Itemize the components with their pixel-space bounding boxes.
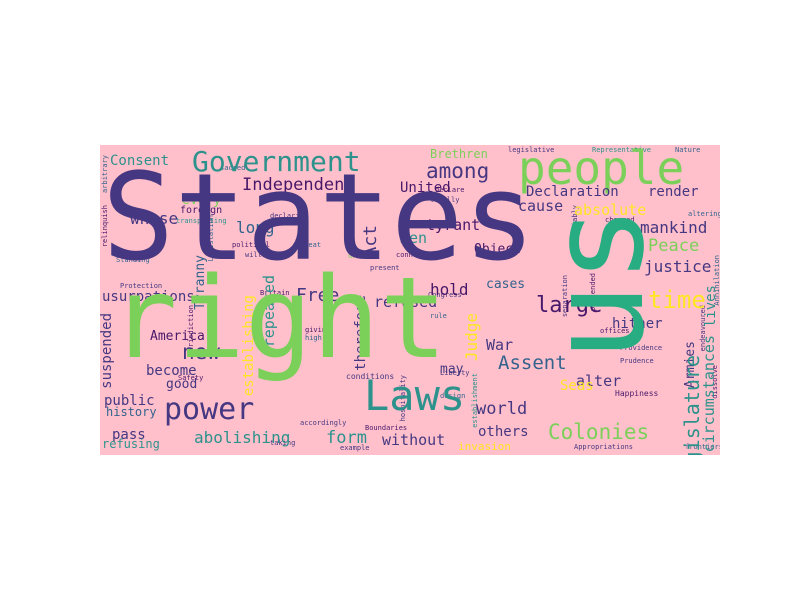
word-long: long — [236, 218, 275, 237]
word-legislature: Legislature — [680, 355, 704, 455]
word-united: United — [400, 180, 451, 196]
word-accordingly: accordingly — [300, 419, 347, 427]
word-liberty: Liberty — [440, 369, 470, 377]
word-happiness: Happiness — [615, 389, 659, 398]
word-prudence: Prudence — [620, 357, 654, 365]
word-refused: refused — [374, 293, 438, 311]
word-wreat: wreat — [300, 241, 322, 249]
word-safety: Safety — [178, 374, 204, 382]
word-independent: Independent — [242, 175, 355, 195]
word-will: will — [245, 251, 262, 259]
word-usurpations: usurpations — [102, 289, 195, 305]
word-world: world — [476, 399, 528, 419]
word-example: example — [340, 444, 370, 452]
word-power: power — [164, 392, 255, 427]
word-men: men — [400, 229, 428, 247]
word-rule: rule — [430, 312, 447, 320]
word-cases: cases — [486, 277, 526, 292]
word-abolishing: abolishing — [194, 428, 291, 447]
word-providence: Providence — [620, 344, 663, 352]
word-consent: Consent — [110, 153, 170, 169]
word-among: among — [426, 159, 490, 183]
word-cause: cause — [518, 197, 564, 215]
word-public: public — [104, 393, 155, 409]
word-good: good — [166, 377, 198, 392]
word-legislative: legislative — [508, 146, 555, 154]
word-foreign: foreign — [180, 205, 223, 216]
word-may: may — [440, 362, 464, 377]
word-hither: hither — [612, 316, 663, 332]
word-laws: Laws — [364, 371, 466, 420]
word-protection: Protection — [120, 282, 163, 290]
word-without: without — [382, 431, 446, 449]
word-us: us — [521, 205, 673, 362]
word-hold: hold — [430, 280, 469, 299]
word-giving: giving — [305, 326, 331, 334]
word-form: form — [326, 428, 367, 448]
word-absolute: absolute — [574, 201, 647, 219]
word-object: Object — [474, 242, 521, 257]
word-brethren: Brethren — [430, 147, 488, 161]
word-totally: totally — [430, 196, 460, 204]
word-connection: connection — [396, 251, 439, 259]
word-america: America — [150, 329, 205, 344]
word-large: large — [536, 293, 603, 318]
word-assent: Assent — [498, 352, 567, 374]
word-government: Government — [192, 145, 361, 178]
word-people: people — [518, 145, 685, 195]
word-invasion: invasion — [458, 440, 511, 453]
word-representative: Representative — [592, 146, 652, 154]
word-states: States — [102, 149, 536, 288]
word-war: War — [486, 336, 514, 354]
word-alter: alter — [576, 372, 622, 390]
word-judge: Judge — [462, 313, 481, 362]
word-present: present — [370, 264, 400, 272]
word-lives: lives — [703, 285, 719, 328]
word-high: high — [305, 334, 322, 342]
word-appropriations: Appropriations — [574, 443, 634, 451]
word-conditions: conditions — [346, 372, 395, 381]
word-peace: Peace — [648, 236, 700, 256]
word-time: time — [648, 286, 706, 314]
word-frontiers: frontiers — [685, 443, 720, 451]
word-right: right — [110, 254, 448, 384]
word-others: others — [478, 424, 529, 440]
word-nature: Nature — [675, 146, 701, 154]
word-changed: changed — [605, 216, 635, 224]
word-free: Free — [296, 285, 340, 306]
word-boundaries: Boundaries — [365, 424, 408, 432]
word-refusing: refusing — [102, 437, 160, 451]
word-taking: taking — [270, 439, 296, 447]
word-become: become — [146, 363, 197, 379]
word-congress: Congress — [428, 291, 462, 299]
word-whose: whose — [130, 209, 179, 228]
word-every: every — [182, 193, 222, 208]
word-britain: Britain — [260, 289, 290, 297]
word-offices: offices — [600, 327, 630, 335]
word-altering: altering — [688, 210, 720, 218]
word-tyrant: tyrant — [426, 216, 481, 234]
word-transporting: transporting — [176, 217, 227, 225]
word-justice: justice — [644, 257, 712, 276]
word-declaring: declaring — [270, 212, 308, 220]
word-cloud: legislative Representative Nature declar… — [100, 145, 720, 455]
word-history: history — [106, 405, 157, 419]
word-standing: Standing — [116, 256, 150, 264]
word-render: render — [648, 184, 699, 200]
word-design: design — [440, 392, 466, 400]
word-colonies: Colonies — [548, 420, 650, 444]
word-mankind: mankind — [640, 218, 708, 237]
word-new: new — [182, 340, 220, 364]
word-political: political — [232, 241, 270, 249]
word-pass: pass — [112, 427, 146, 443]
word-declare: declare — [435, 186, 465, 194]
word-unless: unless — [348, 252, 374, 260]
word-seas: Seas — [560, 378, 594, 394]
word-circumstances: circumstances — [700, 335, 718, 453]
word-declaration: Declaration — [526, 184, 619, 200]
word-sacred: sacred — [220, 164, 246, 172]
